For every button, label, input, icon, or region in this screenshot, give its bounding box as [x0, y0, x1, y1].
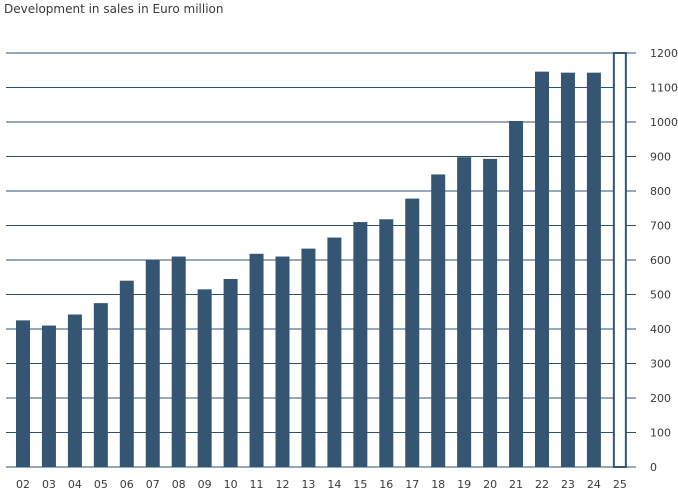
y-tick-label: 1100	[650, 82, 678, 95]
x-tick-label: 06	[120, 478, 134, 491]
y-tick-label: 700	[650, 220, 671, 233]
y-tick-label: 100	[650, 427, 671, 440]
x-tick-label: 20	[483, 478, 497, 491]
y-tick-label: 800	[650, 185, 671, 198]
y-tick-label: 0	[650, 461, 657, 474]
bar	[301, 248, 316, 467]
x-tick-label: 19	[457, 478, 471, 491]
x-tick-label: 21	[509, 478, 523, 491]
bar	[145, 260, 160, 467]
x-tick-label: 12	[276, 478, 290, 491]
x-axis: 02 03 04 05 06 07 08 09 10 11 12 13 14 15 16 17 18 19 20 21…	[16, 478, 627, 491]
x-tick-label: 22	[535, 478, 549, 491]
x-tick-label: 13	[301, 478, 315, 491]
bar	[457, 157, 472, 467]
y-tick-label: 1200	[650, 47, 678, 60]
y-tick-label: 500	[650, 289, 671, 302]
x-tick-label: 14	[327, 478, 341, 491]
x-tick-label: 23	[561, 478, 575, 491]
y-tick-label: 900	[650, 151, 671, 164]
x-tick-label: 24	[587, 478, 601, 491]
bar	[560, 72, 575, 467]
y-tick-label: 1000	[650, 116, 678, 129]
bar	[41, 325, 56, 467]
bar	[249, 253, 264, 467]
x-tick-label: 16	[379, 478, 393, 491]
y-tick-label: 200	[650, 392, 671, 405]
x-tick-label: 08	[172, 478, 186, 491]
y-tick-label: 600	[650, 254, 671, 267]
bar	[483, 158, 498, 468]
bar	[379, 219, 394, 467]
bar	[223, 278, 238, 467]
x-tick-label: 07	[146, 478, 160, 491]
bar	[327, 237, 342, 467]
x-tick-label: 09	[198, 478, 212, 491]
bar	[119, 280, 134, 467]
x-tick-label: 11	[250, 478, 264, 491]
chart-title: Development in sales in Euro million	[4, 2, 224, 16]
y-tick-label: 300	[650, 358, 671, 371]
x-tick-label: 10	[224, 478, 238, 491]
bar	[612, 52, 627, 468]
bar	[509, 120, 524, 467]
x-tick-label: 02	[16, 478, 30, 491]
bar	[93, 303, 108, 467]
bar	[405, 198, 420, 467]
x-tick-label: 18	[431, 478, 445, 491]
bar-layer	[16, 52, 627, 468]
bar	[275, 256, 290, 467]
bar	[197, 289, 212, 467]
grid-layer	[6, 52, 636, 468]
bar	[353, 222, 368, 467]
bar	[16, 320, 30, 467]
x-tick-label: 25	[613, 478, 627, 491]
bar	[586, 72, 601, 467]
bar	[431, 174, 446, 467]
bar	[535, 71, 549, 467]
y-tick-label: 400	[650, 323, 671, 336]
x-tick-label: 15	[353, 478, 367, 491]
y-axis: 0 100 200 300 400 500 600 700 800 900 1000 1100 1200	[650, 47, 678, 474]
x-tick-label: 04	[68, 478, 82, 491]
x-tick-label: 17	[405, 478, 419, 491]
x-tick-label: 03	[42, 478, 56, 491]
x-tick-label: 05	[94, 478, 108, 491]
bar	[67, 314, 82, 467]
bar	[171, 256, 186, 467]
